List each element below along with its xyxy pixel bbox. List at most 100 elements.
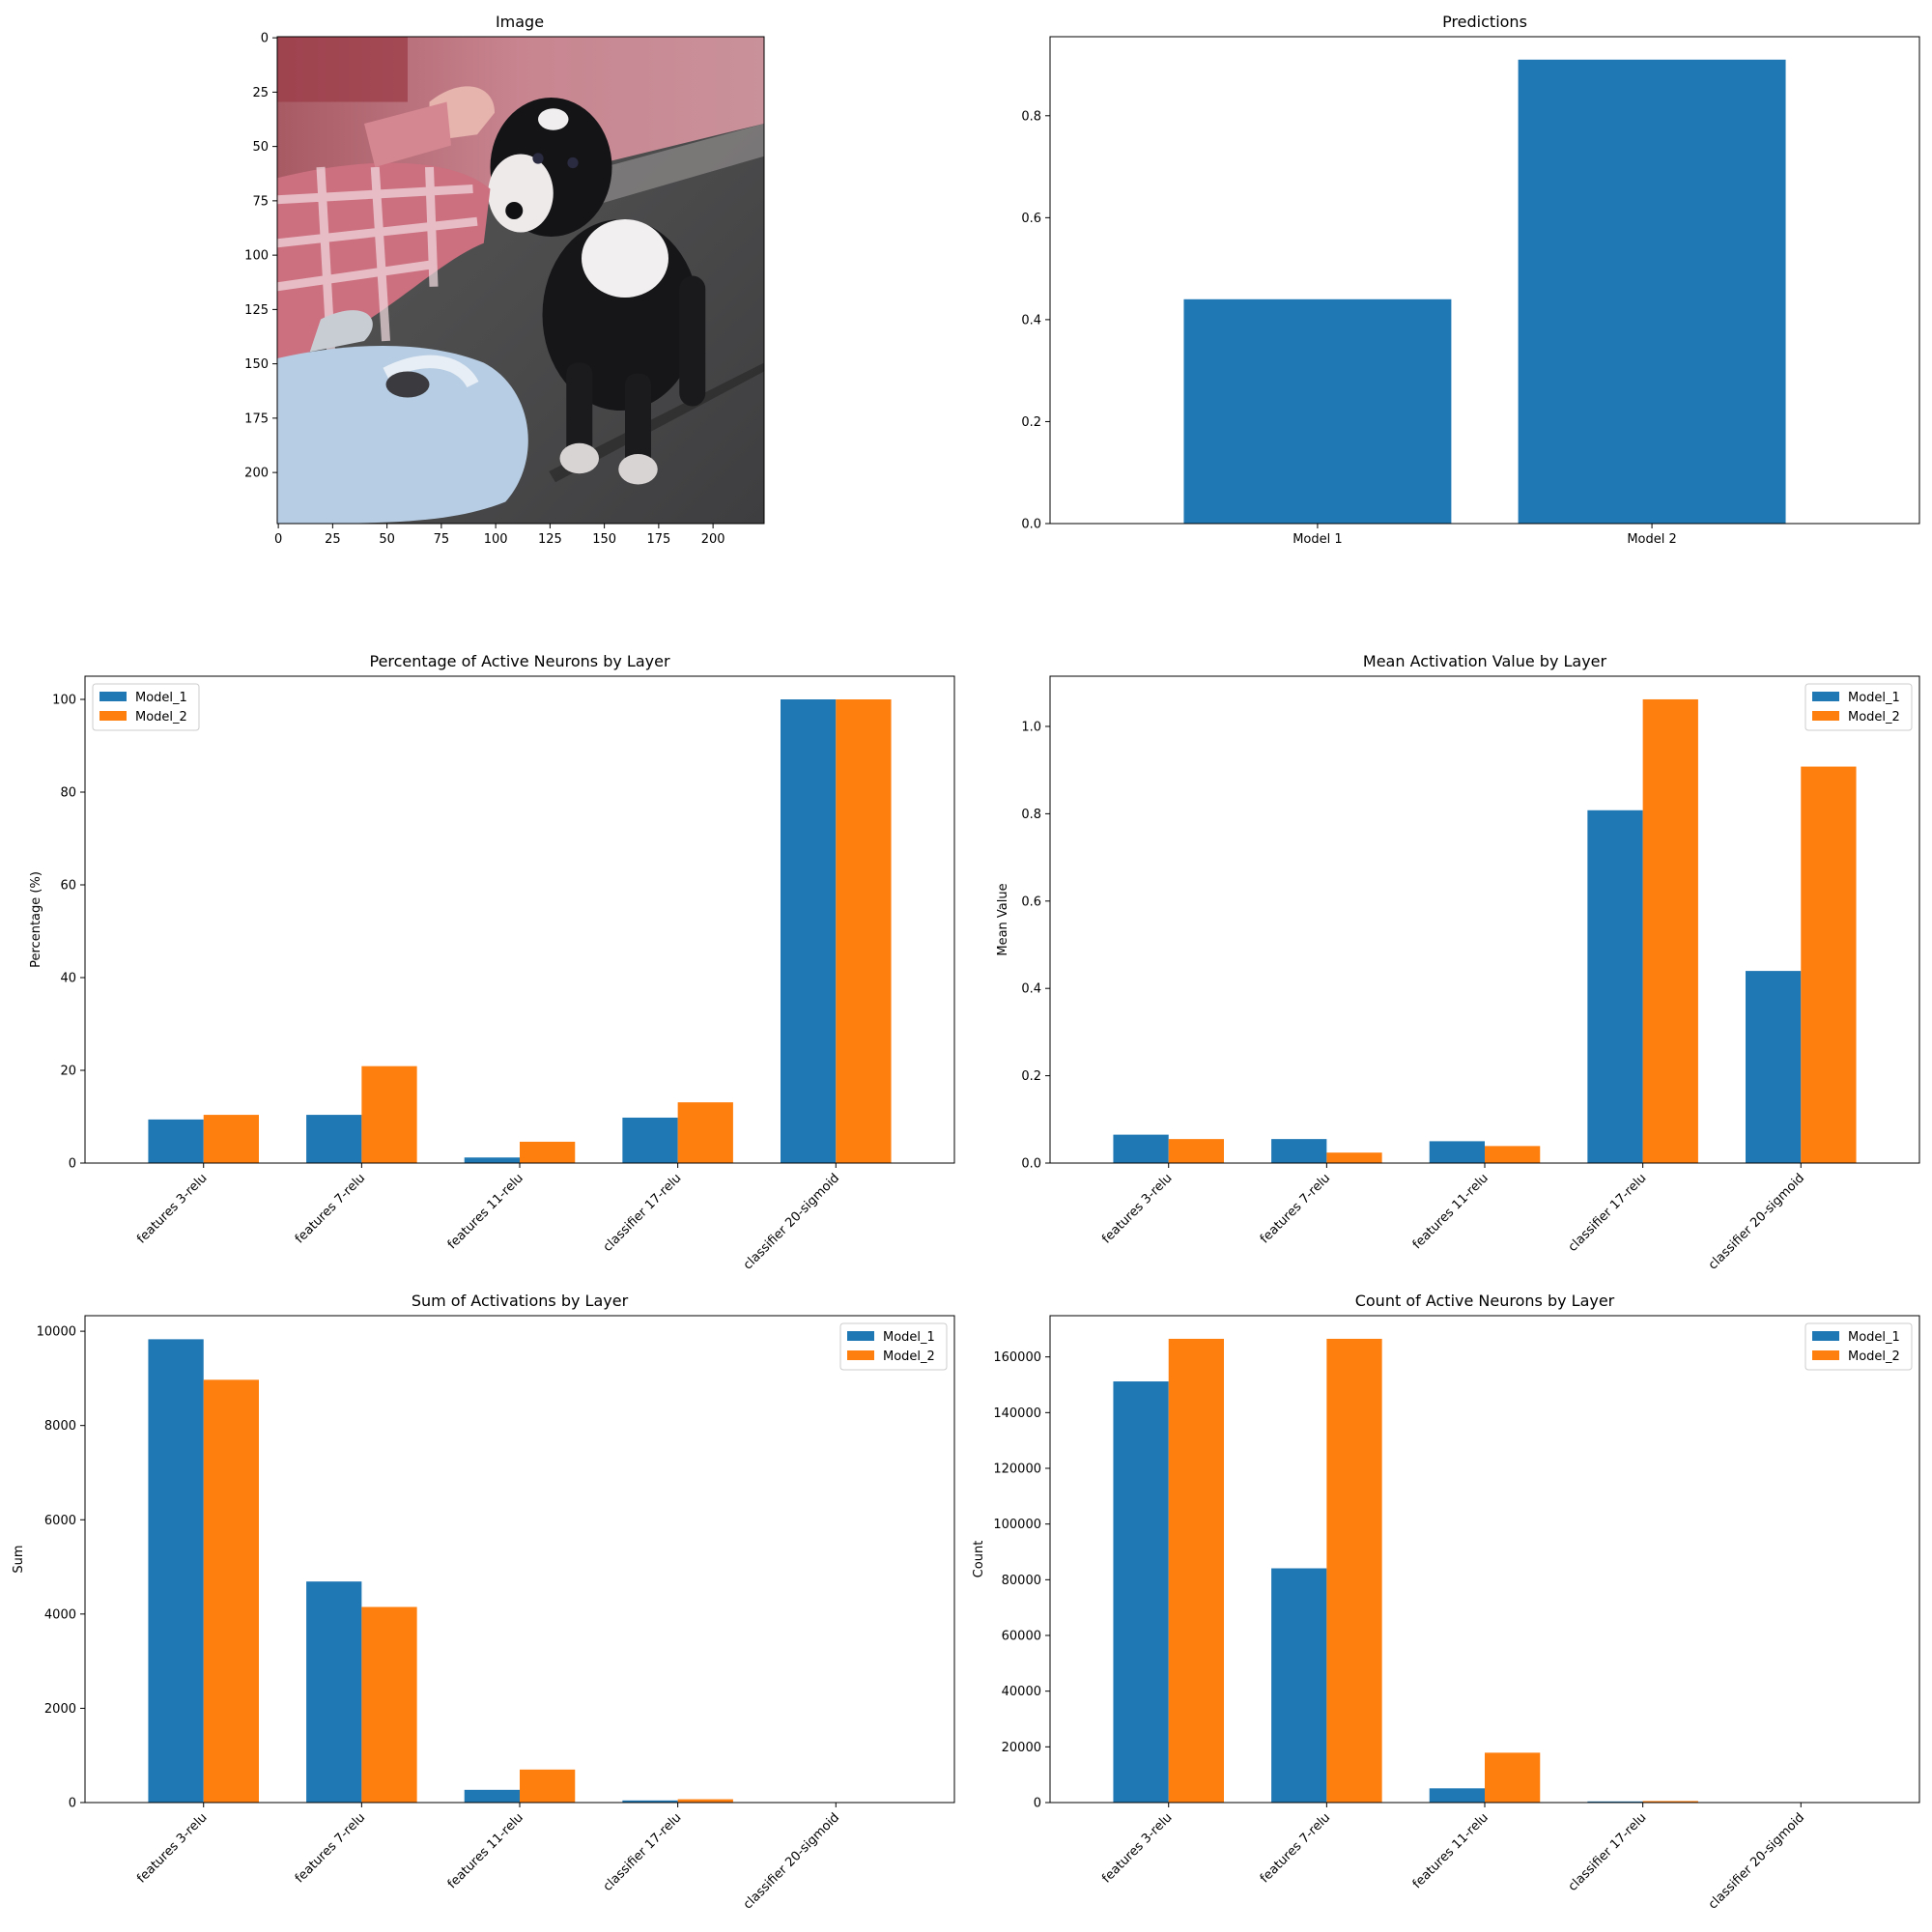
y-axis-label: Count [972, 1541, 986, 1578]
y-tick-label: 6000 [44, 1514, 76, 1528]
bar-model-1 [781, 699, 837, 1163]
image-y-tick-label: 100 [244, 249, 269, 264]
y-tick-label: 160000 [993, 1350, 1041, 1365]
bar-model-2 [361, 1065, 417, 1163]
y-tick-label: 20000 [1002, 1741, 1041, 1755]
bar-model-2 [1326, 1152, 1382, 1163]
y-tick-label: 0.2 [1021, 1069, 1041, 1084]
bar-model-2 [520, 1769, 576, 1803]
chart-title: Sum of Activations by Layer [412, 1292, 629, 1310]
bar-model-1 [1587, 1801, 1643, 1803]
y-tick-label: 8000 [44, 1419, 76, 1434]
chart-title: Count of Active Neurons by Layer [1355, 1292, 1615, 1310]
image-y-ticks: 0 25 50 75 100 125 150 175 200 [244, 32, 277, 481]
legend-label: Model_2 [1848, 1350, 1900, 1364]
legend-swatch [847, 1331, 874, 1341]
y-axis-label: Mean Value [996, 883, 1010, 955]
image-x-tick-label: 25 [325, 532, 341, 547]
bar [1518, 59, 1786, 525]
y-tick-label: 80000 [1002, 1574, 1041, 1588]
x-tick-label: Model 1 [1293, 532, 1342, 547]
y-tick-label: 40000 [1002, 1685, 1041, 1699]
image-y-tick-label: 0 [261, 32, 269, 46]
y-tick-label: 0.8 [1021, 808, 1041, 822]
bar-model-1 [622, 1800, 678, 1803]
image-y-tick-label: 25 [252, 86, 269, 100]
axes-frame [1049, 36, 1920, 525]
bar-model-1 [1113, 1134, 1169, 1163]
legend-swatch [847, 1350, 874, 1360]
image-x-tick-label: 50 [379, 532, 395, 547]
image-y-tick-label: 50 [252, 140, 269, 155]
y-tick-label: 0.2 [1021, 415, 1041, 430]
image-x-tick-label: 175 [646, 532, 670, 547]
legend-swatch [1812, 1350, 1839, 1360]
y-tick-label: 0.6 [1021, 895, 1041, 909]
legend: Model_1 Model_2 [1804, 683, 1913, 731]
bar-model-2 [1801, 766, 1857, 1163]
bar-model-2 [203, 1115, 259, 1163]
legend-swatch [1812, 711, 1839, 721]
legend-label: Model_2 [135, 710, 187, 724]
bar-model-1 [1429, 1788, 1485, 1803]
y-tick-label: 120000 [993, 1463, 1041, 1477]
bar-model-2 [520, 1141, 576, 1163]
chart-title: Percentage of Active Neurons by Layer [369, 652, 669, 670]
bar-model-2 [1485, 1146, 1541, 1163]
y-tick-label: 100 [52, 694, 76, 708]
legend: Model_1 Model_2 [1804, 1322, 1913, 1371]
bar-model-2 [1168, 1139, 1224, 1163]
y-tick-label: 0.4 [1021, 313, 1041, 327]
y-tick-label: 100000 [993, 1518, 1041, 1532]
bar-model-2 [203, 1379, 259, 1803]
y-tick-label: 2000 [44, 1702, 76, 1717]
legend-swatch [1812, 692, 1839, 701]
bar-model-2 [1485, 1752, 1541, 1803]
y-tick-label: 0.8 [1021, 109, 1041, 124]
y-tick-label: 40 [60, 972, 76, 986]
bar-model-2 [677, 1799, 733, 1803]
bar-model-1 [148, 1119, 204, 1163]
legend-swatch [99, 692, 127, 701]
legend-label: Model_2 [1848, 710, 1900, 724]
bar-model-1 [1271, 1139, 1327, 1163]
image-x-tick-label: 150 [592, 532, 616, 547]
bar [1183, 298, 1452, 524]
y-tick-label: 140000 [993, 1406, 1041, 1421]
predictions-chart: Predictions 0.0 0.2 0.4 0.6 0.8 Model 1 Model 2 [1021, 13, 1920, 547]
bar-model-1 [464, 1157, 520, 1163]
legend-label: Model_1 [1848, 691, 1900, 705]
bar-model-2 [836, 699, 892, 1163]
bar-model-1 [1271, 1568, 1327, 1803]
bar-model-1 [1429, 1141, 1485, 1163]
image-panel: Image [244, 13, 765, 547]
y-tick-label: 20 [60, 1065, 76, 1079]
legend-swatch [1812, 1331, 1839, 1341]
legend-label: Model_1 [883, 1330, 935, 1345]
y-tick-label: 1.0 [1021, 720, 1041, 734]
bar-model-2 [361, 1606, 417, 1803]
image-x-tick-label: 125 [538, 532, 562, 547]
bar-model-2 [1642, 1801, 1698, 1803]
bar-model-2 [1326, 1338, 1382, 1803]
bar-model-1 [464, 1789, 520, 1803]
legend: Model_1 Model_2 [839, 1322, 948, 1371]
chart-title: Predictions [1442, 13, 1527, 31]
y-tick-label: 0 [1034, 1797, 1041, 1811]
bar-model-1 [306, 1581, 362, 1803]
dog-photo [276, 36, 765, 525]
y-tick-label: 10000 [37, 1325, 76, 1340]
image-x-tick-label: 100 [484, 532, 508, 547]
image-y-tick-label: 175 [244, 412, 269, 426]
image-x-tick-label: 0 [274, 532, 282, 547]
legend-swatch [99, 711, 127, 721]
image-x-tick-label: 200 [701, 532, 725, 547]
bar-model-1 [1587, 810, 1643, 1163]
legend-label: Model_2 [883, 1350, 935, 1364]
y-tick-label: 60 [60, 879, 76, 894]
y-tick-label: 0.0 [1021, 1157, 1041, 1172]
legend: Model_1 Model_2 [92, 683, 200, 731]
image-x-tick-label: 75 [434, 532, 450, 547]
x-tick-label: Model 2 [1627, 532, 1676, 547]
